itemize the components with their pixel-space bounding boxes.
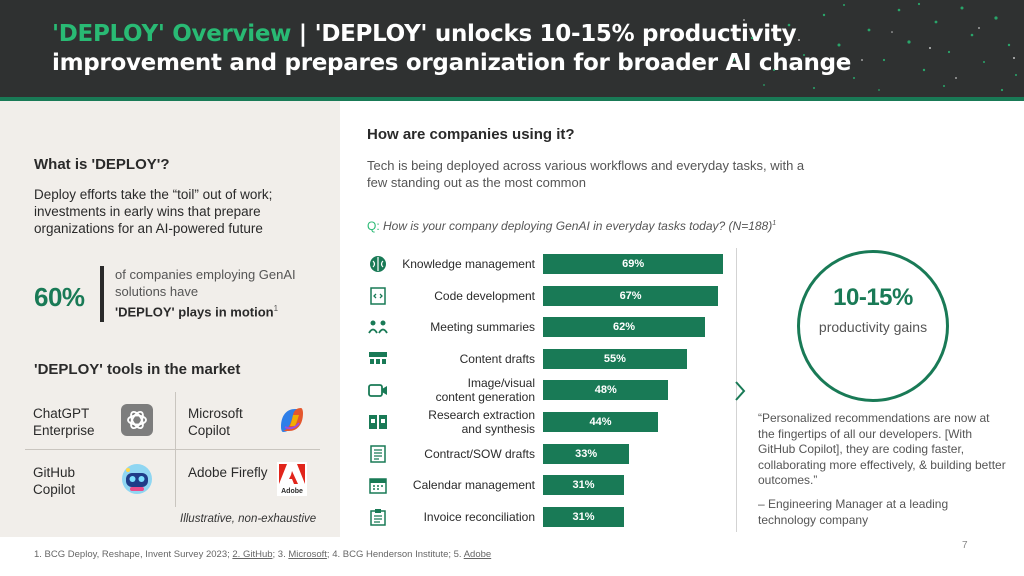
footnote-link-adobe[interactable]: Adobe [463,549,492,560]
bar-value-label: 31% [572,479,595,492]
bar-value-label: 62% [613,321,636,334]
header-banner: 'DEPLOY' Overview | 'DEPLOY' unlocks 10-… [0,0,1024,97]
adobe-icon: Adobe [277,462,307,496]
bar-value-label: 48% [594,384,617,397]
bar [543,254,724,274]
testimonial-attribution: – Engineering Manager at a leading techn… [758,497,949,527]
tools-heading: 'DEPLOY' tools in the market [34,361,241,378]
question-footnote-ref: 1 [772,220,777,227]
stat-description: of companies employing GenAI solutions h… [115,266,325,320]
page-number: 7 [962,540,968,551]
footnote-link-microsoft[interactable]: Microsoft [288,549,327,560]
title-separator: | [291,21,315,47]
survey-question: Q: How is your company deploying GenAI i… [367,219,776,233]
bar-value-label: 55% [603,352,626,365]
adobe-logo-text: Adobe [281,488,303,495]
question-prefix: Q: [367,219,380,233]
title-main: 'DEPLOY' unlocks 10-15% productivity imp… [52,21,852,76]
bar-value-label: 33% [575,447,598,460]
clipboard-icon [370,508,386,526]
question-text: How is your company deploying GenAI in e… [383,219,773,233]
bar-category-label: Invoice reconciliation [423,509,535,524]
camera-icon [368,384,387,398]
footnote-link-github[interactable]: 2. GitHub [232,549,273,560]
bar-value-label: 67% [619,289,642,302]
bar-category-label: Meeting summaries [430,320,535,335]
document-icon [370,444,386,463]
productivity-label: productivity gains [818,319,928,335]
tool-name: GitHub Copilot [33,465,76,497]
tool-name: Microsoft Copilot [188,406,243,438]
bar [543,380,669,401]
bar-category-label: Calendar management [412,478,535,493]
bar-category-label: Content drafts [459,351,535,366]
bar [543,475,625,496]
bar-category-label: Image/visual content generation [435,376,535,405]
tool-name: Adobe Firefly [188,465,268,480]
footnote-part-1: 1. BCG Deploy, Reshape, Invent Survey 20… [34,549,233,560]
decorative-dots [733,2,1017,92]
stat-value: 60% [34,282,85,312]
chevron-right-icon [735,381,746,401]
chart-divider [736,248,737,532]
bar [543,285,719,306]
tool-github-copilot: GitHub Copilot [25,451,173,508]
github-copilot-icon [122,464,152,494]
stat-text-bold: 'DEPLOY' plays in motion [115,304,274,320]
what-is-deploy-heading: What is 'DEPLOY'? [34,156,170,173]
bar-value-label: 31% [572,510,595,523]
how-heading: How are companies using it? [367,126,575,143]
grid-divider-horizontal [25,449,320,450]
stat-footnote-ref: 1 [273,304,279,313]
bar [543,443,630,464]
bar-category-label: Research extraction and synthesis [428,408,535,436]
bar [543,506,625,527]
productivity-circle [797,250,949,402]
bar [543,348,687,369]
illustrative-note: Illustrative, non-exhaustive [180,513,317,525]
tools-grid: ChatGPT Enterprise Microsoft Copilot Git… [25,392,320,507]
calendar-icon [369,478,387,494]
tool-microsoft-copilot: Microsoft Copilot [180,392,328,449]
content-icon [369,351,387,364]
bar-category-label: Code development [434,288,535,303]
footnote-part-3: ; 4. BCG Henderson Institute; 5. [326,549,464,560]
bar [543,412,659,432]
tool-name: ChatGPT Enterprise [33,406,95,438]
bar-category-label: Knowledge management [402,257,535,271]
meeting-icon [368,320,388,334]
bar-category-label: Contract/SOW drafts [424,446,535,461]
brain-icon [370,256,386,272]
copilot-icon [281,408,303,432]
footnote-part-2: ; 3. [272,549,289,560]
bar-value-label: 44% [589,416,612,428]
how-subtitle: Tech is being deployed across various wo… [367,158,805,190]
bar-value-label: 69% [622,258,645,270]
tool-chatgpt-enterprise: ChatGPT Enterprise [25,392,173,449]
page-title: 'DEPLOY' Overview | 'DEPLOY' unlocks 10-… [52,20,952,78]
research-icon [369,415,387,429]
footnote: 1. BCG Deploy, Reshape, Invent Survey 20… [34,549,491,560]
title-accent: 'DEPLOY' Overview [52,21,292,47]
bar [543,317,706,338]
code-icon [370,286,386,305]
grid-divider-vertical [175,392,176,507]
openai-icon [121,404,153,436]
header-underline [0,97,1024,101]
usage-bar-chart: Knowledge management 69% Code development 6… [363,248,743,538]
what-is-deploy-text: Deploy efforts take the “toil” out of wo… [34,187,273,236]
productivity-value: 10-15% [833,284,913,311]
stat-divider [100,266,104,322]
tool-adobe-firefly: Adobe Firefly Adobe [180,451,328,508]
stat-text-plain: of companies employing GenAI solutions h… [115,267,296,299]
testimonial-quote: “Personalized recommendations are now at… [758,411,1006,487]
